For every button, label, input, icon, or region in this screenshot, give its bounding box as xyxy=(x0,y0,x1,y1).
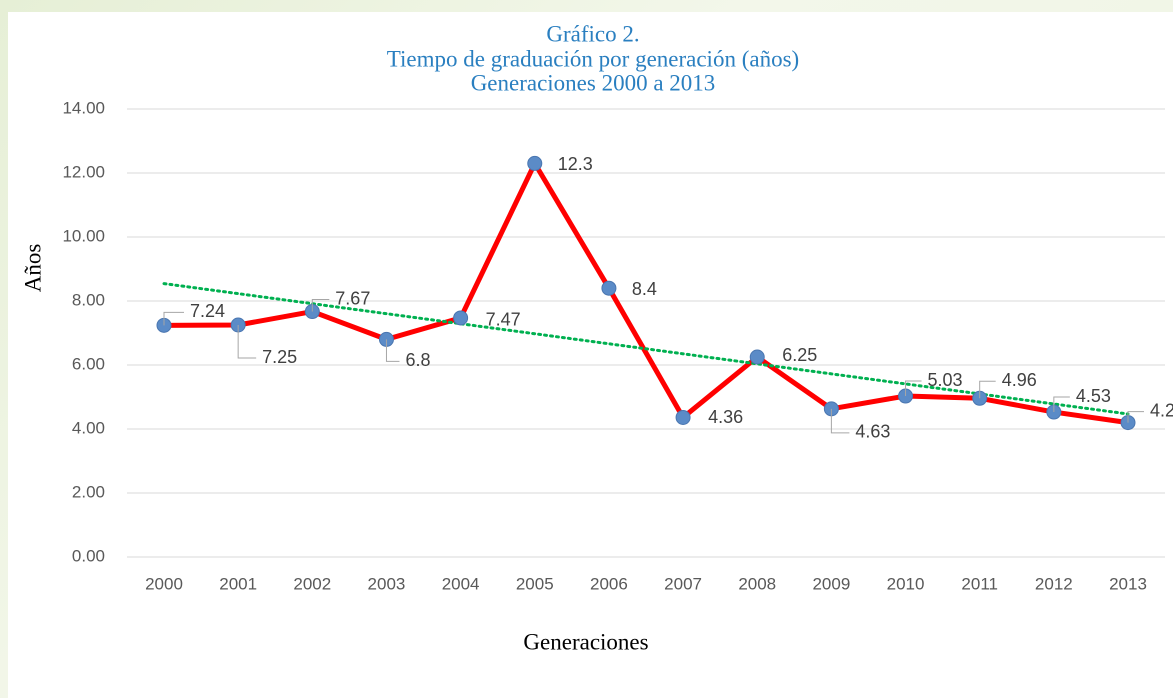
data-point xyxy=(453,310,469,326)
leader-line xyxy=(311,299,330,312)
data-point xyxy=(749,349,765,365)
y-tick-label: 14.00 xyxy=(62,98,105,117)
y-tick-label: 12.00 xyxy=(62,162,105,181)
data-label: 4.53 xyxy=(1076,386,1111,406)
chart-title: Gráfico 2. xyxy=(546,21,639,46)
data-label: 7.25 xyxy=(262,347,297,367)
x-tick-label: 2011 xyxy=(961,574,998,593)
data-point xyxy=(527,155,543,171)
leader-line xyxy=(905,380,922,397)
x-tick-label: 2009 xyxy=(812,574,850,593)
y-axis-title: Años xyxy=(20,244,45,293)
chart-title: Generaciones 2000 a 2013 xyxy=(471,70,716,95)
data-point xyxy=(601,280,617,296)
x-tick-label: 2010 xyxy=(887,574,925,593)
chart-title: Tiempo de graduación por generación (año… xyxy=(387,46,799,71)
y-tick-label: 6.00 xyxy=(72,354,105,373)
x-tick-label: 2004 xyxy=(442,574,480,593)
y-tick-label: 4.00 xyxy=(72,418,105,437)
data-label: 6.8 xyxy=(405,350,430,370)
data-point xyxy=(675,409,691,425)
x-tick-label: 2001 xyxy=(219,574,257,593)
data-label: 7.47 xyxy=(486,310,521,330)
data-label: 4.36 xyxy=(708,407,743,427)
x-tick-label: 2008 xyxy=(738,574,776,593)
data-label: 5.03 xyxy=(928,370,963,390)
y-tick-label: 10.00 xyxy=(62,226,105,245)
leader-line xyxy=(830,408,850,434)
data-label: 4.63 xyxy=(855,422,890,442)
y-tick-label: 2.00 xyxy=(72,482,105,501)
x-tick-label: 2002 xyxy=(293,574,331,593)
data-label: 7.24 xyxy=(190,301,225,321)
leader-line xyxy=(163,311,184,326)
x-axis-title: Generaciones xyxy=(523,629,648,654)
data-label: 4.96 xyxy=(1002,370,1037,390)
x-tick-label: 2006 xyxy=(590,574,628,593)
x-tick-label: 2003 xyxy=(368,574,406,593)
data-label: 8.4 xyxy=(632,279,657,299)
trendline xyxy=(162,282,1130,416)
data-label: 7.67 xyxy=(335,288,370,308)
x-tick-label: 2013 xyxy=(1109,574,1147,593)
leader-line xyxy=(1053,396,1070,413)
data-label: 12.3 xyxy=(558,154,593,174)
x-tick-label: 2000 xyxy=(145,574,183,593)
data-label: 4.2 xyxy=(1150,400,1173,420)
y-tick-label: 8.00 xyxy=(72,290,105,309)
x-tick-label: 2007 xyxy=(664,574,702,593)
leader-line xyxy=(1127,411,1144,423)
data-line xyxy=(163,160,1129,426)
y-tick-label: 0.00 xyxy=(72,546,105,565)
x-tick-label: 2005 xyxy=(516,574,554,593)
data-label: 6.25 xyxy=(782,345,817,365)
leader-line xyxy=(237,325,257,359)
chart-area xyxy=(8,12,1173,698)
leader-line xyxy=(979,380,996,399)
x-tick-label: 2012 xyxy=(1035,574,1073,593)
leader-line xyxy=(385,339,400,362)
